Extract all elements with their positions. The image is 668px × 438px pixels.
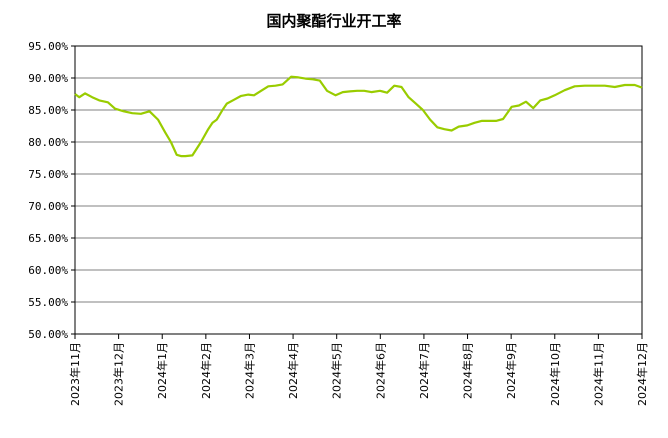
y-tick-label: 50.00% <box>28 328 68 341</box>
chart-title: 国内聚酯行业开工率 <box>266 12 402 30</box>
x-tick-label: 2024年11月 <box>591 342 605 406</box>
x-tick-label: 2024年7月 <box>417 342 431 399</box>
grid-lines <box>75 77 642 303</box>
y-tick-label: 75.00% <box>28 168 68 181</box>
y-tick-label: 80.00% <box>28 136 68 149</box>
x-tick-label: 2024年5月 <box>330 342 344 399</box>
x-tick-label: 2024年6月 <box>373 342 387 399</box>
y-tick-label: 55.00% <box>28 296 68 309</box>
x-tick-label: 2023年11月 <box>68 342 82 406</box>
x-tick-label: 2024年8月 <box>461 342 475 399</box>
y-tick-label: 85.00% <box>28 104 68 117</box>
y-tick-label: 95.00% <box>28 40 68 53</box>
y-tick-label: 65.00% <box>28 232 68 245</box>
x-tick-label: 2024年3月 <box>242 342 256 399</box>
x-tick-label: 2024年10月 <box>548 342 562 406</box>
y-axis: 50.00% 55.00% 60.00% 65.00% 70.00% 75.00% 80.0… <box>28 40 75 341</box>
x-tick-label: 2023年12月 <box>112 342 126 406</box>
x-tick-label: 2024年12月 <box>635 342 649 406</box>
x-tick-label: 2024年2月 <box>199 342 213 399</box>
y-tick-label: 70.00% <box>28 200 68 213</box>
plot-frame <box>74 45 643 335</box>
y-tick-label: 60.00% <box>28 264 68 277</box>
x-axis: 2023年11月 2023年12月 2024年1月 2024年2月 2024年3月 202… <box>68 334 649 406</box>
x-tick-label: 2024年4月 <box>286 342 300 399</box>
y-tick-label: 90.00% <box>28 72 68 85</box>
x-tick-label: 2024年9月 <box>504 342 518 399</box>
x-tick-label: 2024年1月 <box>155 342 169 399</box>
series-line <box>74 75 643 158</box>
